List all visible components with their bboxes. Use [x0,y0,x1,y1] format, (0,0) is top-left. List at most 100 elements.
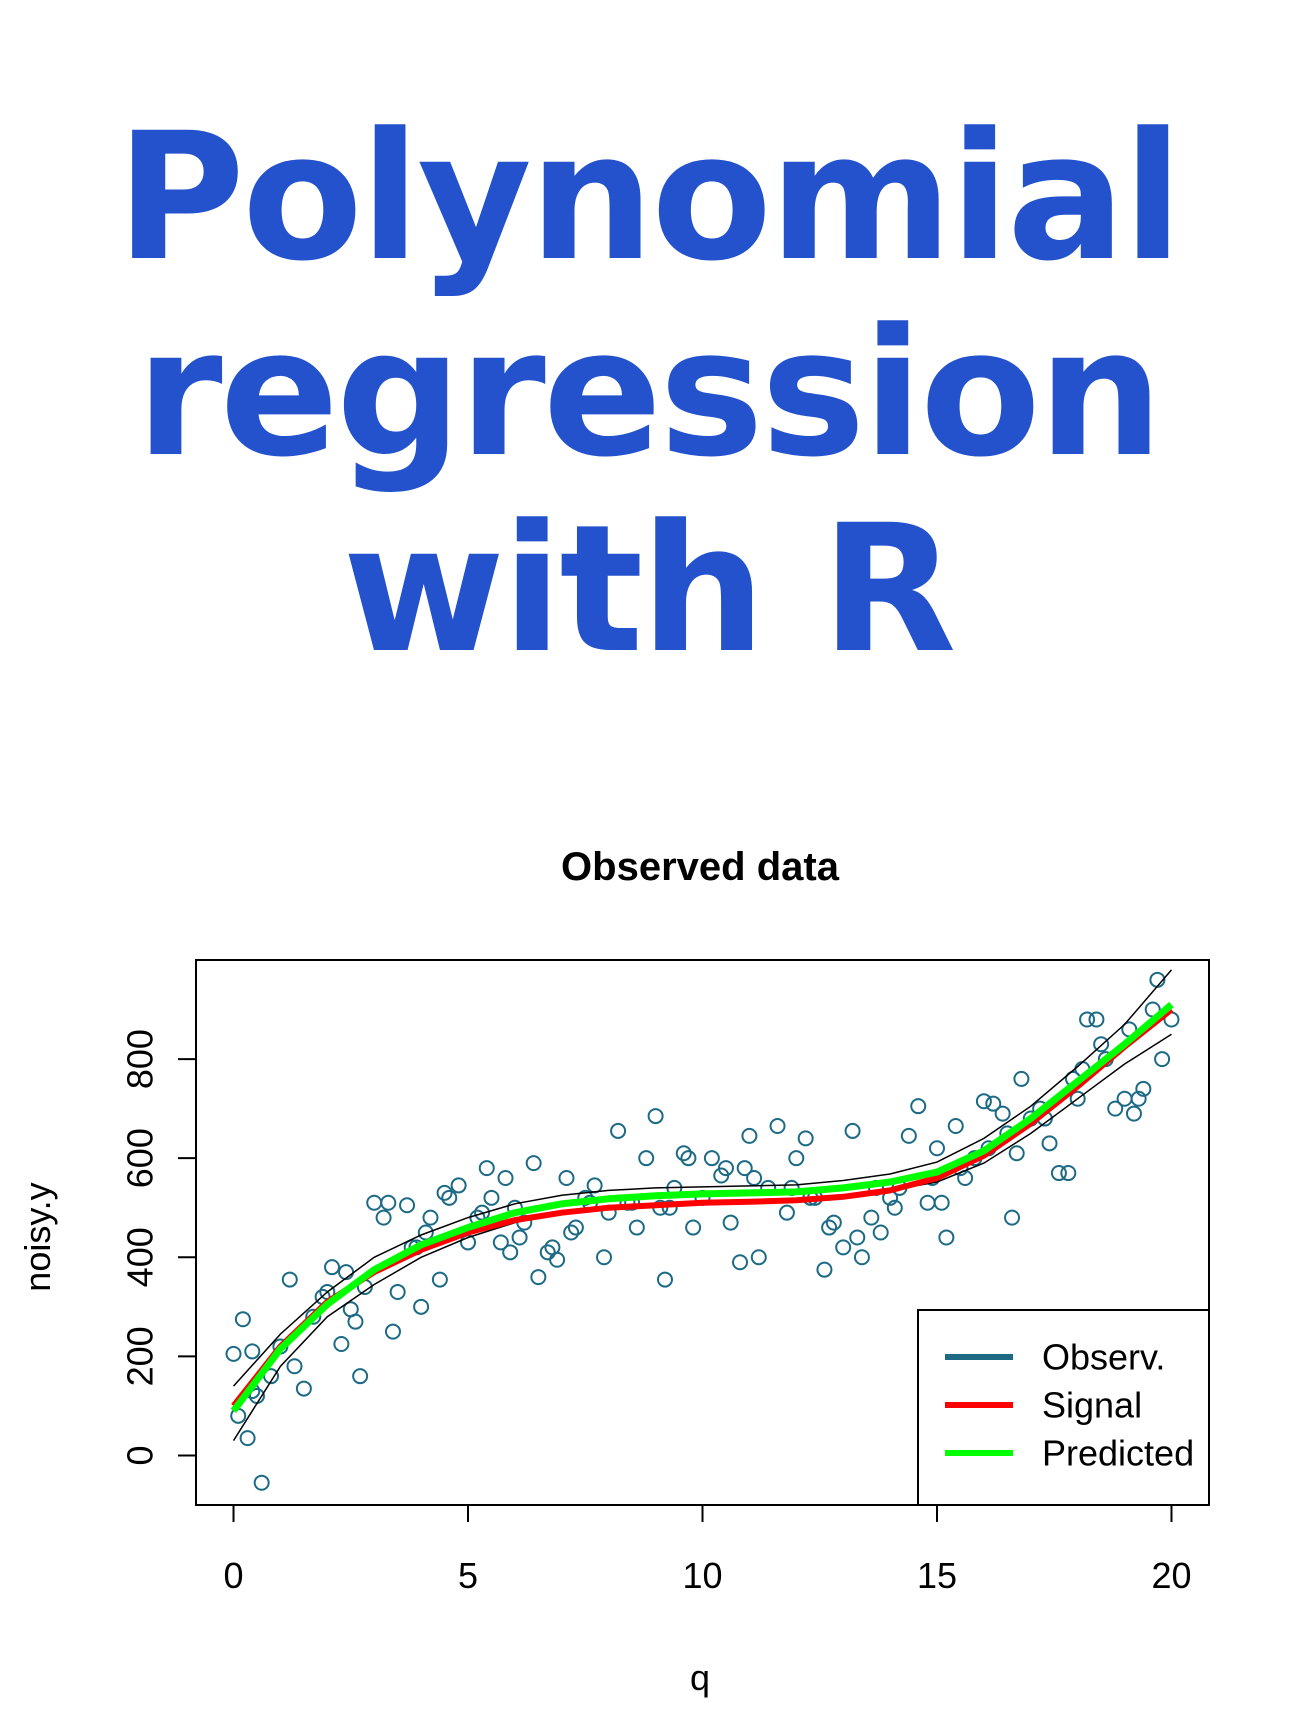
y-axis-label: noisy.y [17,1182,58,1291]
data-point [558,1170,575,1186]
data-point [483,1189,500,1206]
data-point [647,1108,664,1125]
data-point [872,1224,889,1241]
data-point [586,1177,603,1194]
data-point [975,1093,992,1110]
data-point [422,1209,439,1226]
data-point [656,1271,673,1288]
x-tick-label: 5 [458,1555,478,1596]
data-point [478,1160,495,1177]
data-point [286,1358,303,1375]
data-point [441,1189,458,1206]
data-point [703,1150,720,1167]
data-point [338,1264,355,1281]
predicted-line [230,1001,1174,1414]
data-point [928,1140,945,1157]
data-point [1135,1080,1152,1097]
data-point [1079,1011,1096,1028]
data-point [675,1145,692,1162]
data-point [1041,1135,1058,1152]
data-point [305,1308,322,1325]
data-point [844,1122,861,1139]
data-point [384,1323,401,1340]
data-point [816,1261,833,1278]
data-point [821,1219,838,1236]
data-point [1107,1100,1124,1117]
data-point [717,1160,734,1177]
x-tick-label: 15 [917,1555,957,1596]
data-point [994,1105,1011,1122]
data-point [750,1249,767,1266]
data-point [788,1150,805,1167]
data-point [380,1194,397,1211]
headline-line-1: Polynomial [116,95,1183,300]
data-point [352,1368,369,1385]
data-point [1004,1209,1021,1226]
data-point [239,1430,256,1447]
data-point [1069,1090,1086,1107]
data-point [389,1283,406,1300]
data-point [746,1170,763,1186]
data-point [492,1234,509,1251]
x-axis-label: q [690,1657,710,1698]
data-point [900,1127,917,1144]
data-point [1013,1070,1030,1087]
data-point [333,1335,350,1352]
data-point [1088,1011,1105,1028]
headline-line-2: regression [135,291,1163,496]
data-point [511,1229,528,1246]
data-point [685,1219,702,1236]
data-point [530,1269,547,1286]
data-point [230,1407,247,1424]
y-tick-label: 600 [120,1128,161,1188]
data-point [502,1244,519,1261]
data-point [853,1249,870,1266]
data-point [886,1199,903,1216]
band-upper-line [232,969,1173,1387]
data-point [933,1194,950,1211]
data-point [1154,1051,1171,1068]
y-tick-label: 200 [120,1326,161,1386]
data-point [366,1194,383,1211]
data-point [281,1271,298,1288]
data-point [1008,1145,1025,1162]
data-point [544,1239,561,1256]
y-tick-label: 0 [120,1445,161,1465]
data-point [732,1254,749,1271]
x-tick-label: 20 [1151,1555,1191,1596]
data-point [919,1194,936,1211]
data-point [497,1170,514,1186]
data-point [563,1224,580,1241]
data-point [985,1095,1002,1112]
legend-label: Predicted [1042,1433,1194,1474]
legend-label: Signal [1042,1385,1142,1426]
data-point [1125,1105,1142,1122]
legend: Observ. Signal Predicted [917,1309,1210,1506]
data-point [1130,1090,1147,1107]
data-point [436,1184,453,1201]
data-point [567,1219,584,1236]
data-point [849,1229,866,1246]
data-point [680,1150,697,1167]
data-point [450,1177,467,1194]
data-point [938,1229,955,1246]
data-point [722,1214,739,1231]
data-point [610,1122,627,1139]
data-point [835,1239,852,1256]
data-point [413,1298,430,1315]
y-tick-label: 800 [120,1029,161,1089]
data-point [234,1311,251,1328]
data-point [1060,1165,1077,1182]
data-point [253,1474,270,1491]
data-point [295,1380,312,1397]
data-point [910,1098,927,1115]
data-point [863,1209,880,1226]
data-point [1116,1090,1133,1107]
data-point [1050,1165,1067,1182]
data-point [741,1127,758,1144]
data-point [947,1117,964,1134]
data-point [431,1271,448,1288]
y-tick-label: 400 [120,1227,161,1287]
data-point [525,1155,542,1172]
